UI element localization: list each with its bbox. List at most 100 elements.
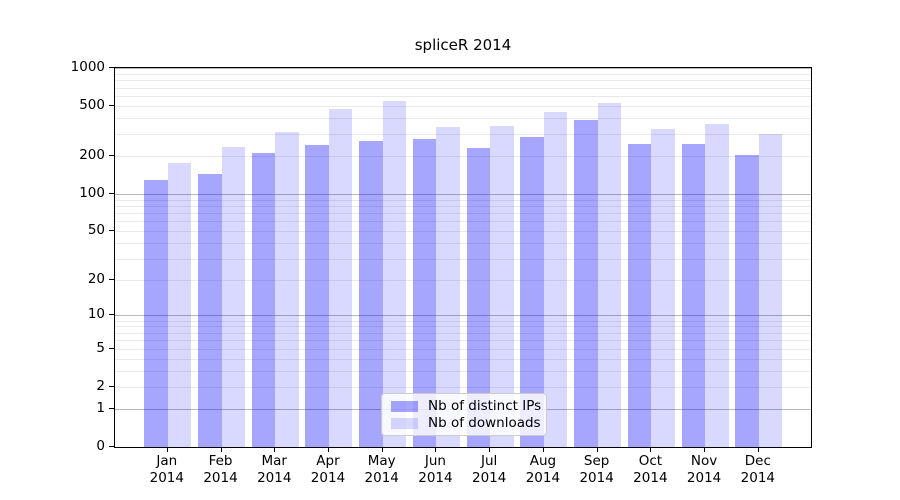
bar-may-downloads — [382, 101, 407, 447]
legend-swatch-distinct-ips-icon — [391, 400, 418, 412]
y-axis-label: 100 — [79, 184, 105, 201]
x-axis-year-label: 2014 — [364, 469, 399, 486]
minor-gridline — [115, 370, 811, 372]
x-axis-label: Jan 2014 — [139, 453, 195, 486]
bar-jul-downloads — [490, 126, 514, 447]
major-gridline — [115, 68, 811, 69]
bar-dec-distinct-ips — [735, 154, 759, 447]
minor-gridline — [115, 199, 811, 201]
y-axis-label: 10 — [87, 306, 105, 323]
x-axis-year-label: 2014 — [579, 469, 614, 486]
minor-gridline — [115, 279, 811, 281]
x-axis-tick — [757, 448, 759, 452]
minor-gridline — [115, 118, 811, 120]
legend-swatch-downloads-icon — [391, 417, 418, 429]
x-axis-tick — [274, 448, 276, 452]
x-axis-label: Jun 2014 — [407, 453, 463, 486]
x-axis-label: Aug 2014 — [515, 453, 571, 486]
bar-aug-downloads — [543, 111, 568, 447]
x-axis-year-label: 2014 — [471, 469, 507, 486]
y-axis-tick — [109, 314, 114, 316]
y-axis-label: 2 — [96, 377, 105, 394]
x-axis-year-label: 2014 — [203, 469, 238, 486]
bar-nov-distinct-ips — [681, 143, 706, 447]
bar-mar-downloads — [275, 132, 299, 447]
x-axis-year-label: 2014 — [525, 469, 561, 486]
y-axis-tick — [109, 446, 114, 447]
minor-gridline — [115, 105, 811, 107]
minor-gridline — [115, 320, 811, 322]
bar-feb-distinct-ips — [198, 173, 222, 447]
x-axis-year-label: 2014 — [686, 469, 722, 486]
legend-label-distinct-ips: Nb of distinct IPs — [428, 398, 542, 414]
y-axis-label: 200 — [79, 147, 105, 164]
legend: Nb of distinct IPs Nb of downloads — [381, 393, 547, 436]
bar-jan-distinct-ips — [144, 179, 168, 447]
x-axis-tick — [166, 448, 168, 452]
legend-item-distinct-ips: Nb of distinct IPs — [391, 398, 541, 414]
legend-label-downloads: Nb of downloads — [428, 415, 541, 431]
y-axis-label: 1 — [96, 399, 105, 416]
x-axis-label: Jul 2014 — [461, 453, 517, 486]
bar-oct-downloads — [651, 128, 675, 447]
bar-jun-distinct-ips — [412, 138, 437, 447]
x-axis-tick — [542, 448, 544, 452]
bar-aug-distinct-ips — [520, 136, 544, 447]
plot-area — [114, 67, 812, 448]
minor-gridline — [115, 156, 811, 158]
y-axis-label: 0 — [96, 438, 105, 454]
x-axis-label: Apr 2014 — [300, 453, 356, 486]
bar-apr-downloads — [328, 109, 353, 447]
bar-oct-distinct-ips — [627, 143, 652, 447]
y-axis-tick — [109, 192, 114, 194]
bar-mar-distinct-ips — [251, 153, 276, 447]
x-axis-label: Nov 2014 — [676, 453, 732, 486]
x-axis-year-label: 2014 — [257, 469, 292, 486]
y-axis-label: 500 — [79, 96, 105, 113]
minor-gridline — [115, 213, 811, 215]
bar-jul-distinct-ips — [466, 148, 491, 447]
y-axis-tick — [109, 104, 114, 106]
bar-feb-downloads — [221, 147, 246, 447]
x-axis-tick — [220, 448, 222, 452]
x-axis-year-label: 2014 — [418, 469, 453, 486]
major-gridline — [115, 193, 811, 195]
x-axis-tick — [381, 448, 383, 452]
x-axis-tick — [704, 448, 706, 452]
minor-gridline — [115, 133, 811, 135]
x-axis-label: Sep 2014 — [569, 453, 625, 486]
minor-gridline — [115, 231, 811, 233]
y-axis-label: 5 — [96, 339, 105, 356]
y-axis-tick — [109, 155, 114, 157]
minor-gridline — [115, 258, 811, 260]
y-axis-label: 50 — [87, 222, 105, 239]
x-axis-year-label: 2014 — [149, 469, 184, 486]
x-axis-year-label: 2014 — [633, 469, 668, 486]
minor-gridline — [115, 326, 811, 328]
y-axis-tick — [109, 67, 114, 68]
x-axis-year-label: 2014 — [310, 469, 346, 486]
minor-gridline — [115, 95, 811, 97]
x-axis-label: May 2014 — [354, 453, 410, 486]
x-axis-tick — [327, 448, 329, 452]
bar-jan-downloads — [167, 163, 192, 447]
minor-gridline — [115, 87, 811, 89]
minor-gridline — [115, 358, 811, 360]
minor-gridline — [115, 340, 811, 342]
minor-gridline — [115, 221, 811, 223]
y-axis-tick — [109, 385, 114, 387]
minor-gridline — [115, 80, 811, 82]
x-axis-tick — [596, 448, 598, 452]
bar-apr-distinct-ips — [305, 144, 329, 447]
minor-gridline — [115, 243, 811, 245]
minor-gridline — [115, 386, 811, 388]
x-axis-year-label: 2014 — [740, 469, 775, 486]
x-axis-label: Oct 2014 — [622, 453, 678, 486]
bar-sep-distinct-ips — [574, 119, 598, 447]
y-axis-label: 1000 — [70, 59, 105, 75]
x-axis-tick — [650, 448, 652, 452]
bar-jun-downloads — [436, 127, 460, 447]
bar-dec-downloads — [758, 133, 783, 447]
x-axis-label: Mar 2014 — [246, 453, 302, 486]
